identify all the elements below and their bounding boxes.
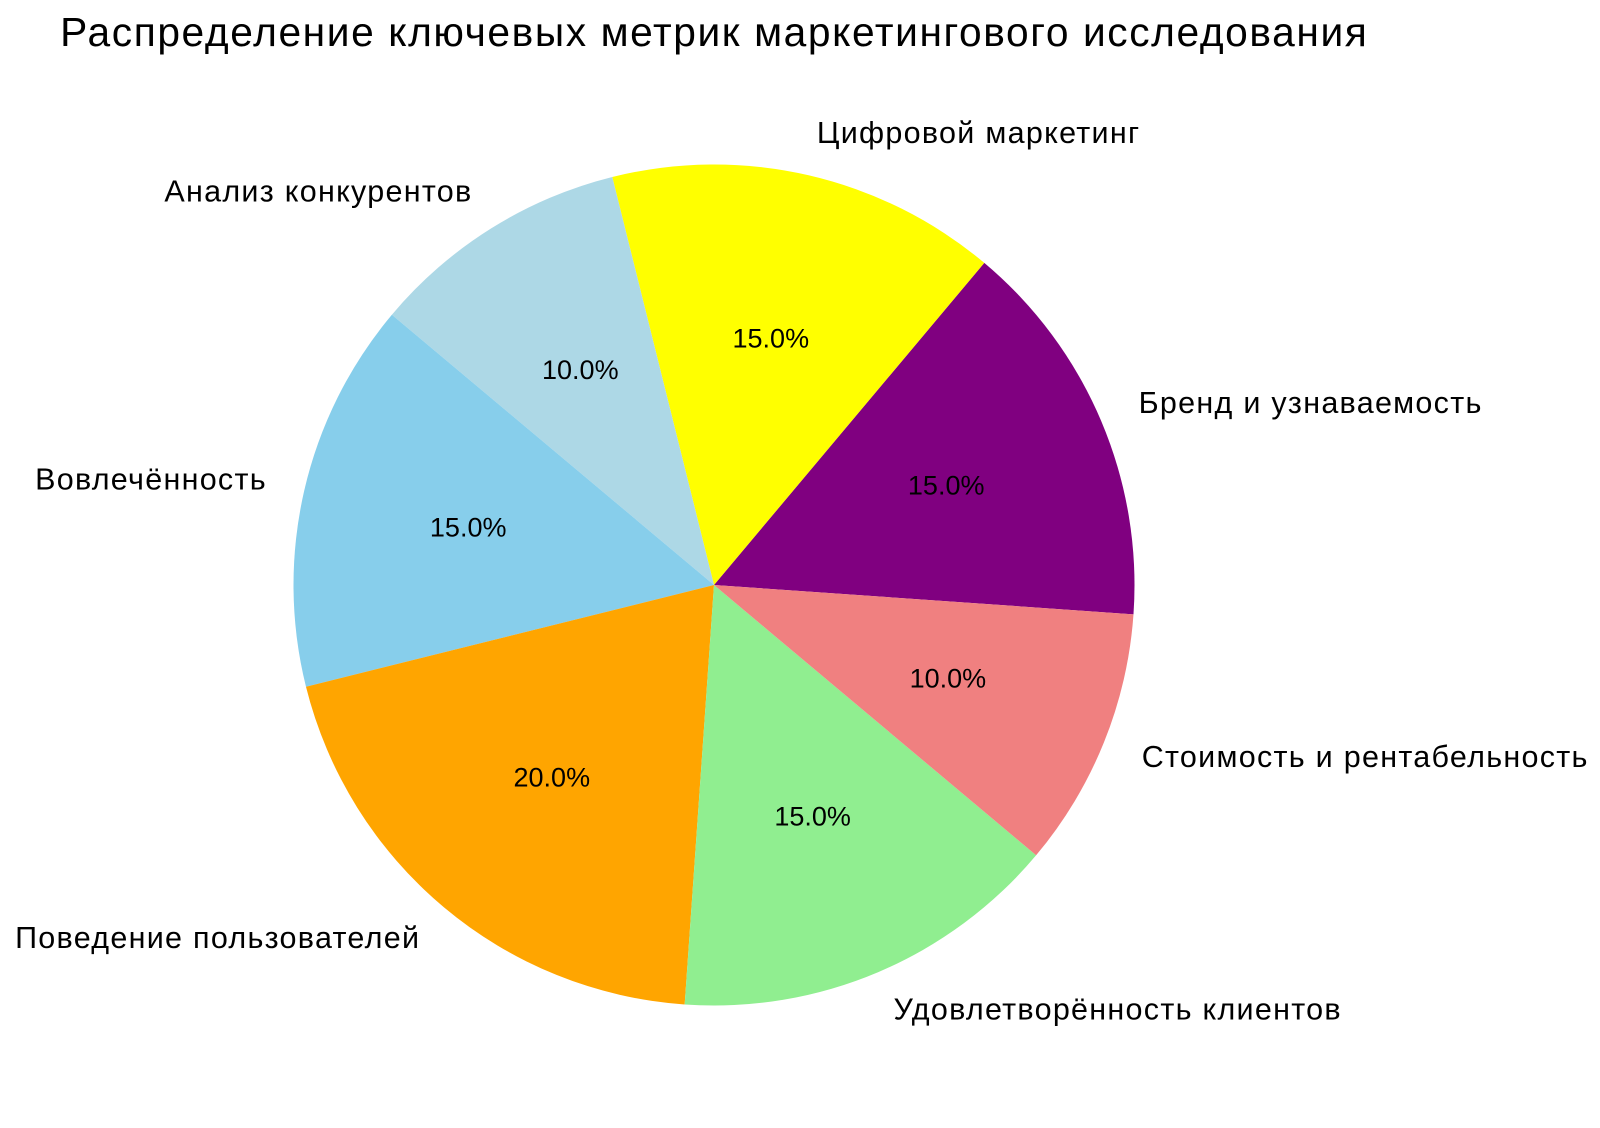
svg-text:Бренд и узнаваемость: Бренд и узнаваемость (1139, 386, 1483, 420)
svg-text:20.0%: 20.0% (514, 762, 591, 792)
svg-text:Поведение пользователей: Поведение пользователей (15, 921, 420, 955)
svg-text:10.0%: 10.0% (910, 664, 987, 694)
svg-text:10.0%: 10.0% (542, 355, 619, 385)
svg-text:Удовлетворённость клиентов: Удовлетворённость клиентов (894, 992, 1342, 1026)
svg-text:15.0%: 15.0% (733, 323, 810, 353)
svg-text:15.0%: 15.0% (908, 471, 985, 501)
svg-text:15.0%: 15.0% (430, 512, 507, 542)
svg-text:Стоимость и рентабельность: Стоимость и рентабельность (1142, 740, 1589, 774)
svg-text:Вовлечённость: Вовлечённость (35, 463, 267, 497)
svg-text:Распределение ключевых метрик: Распределение ключевых метрик маркетинго… (60, 9, 1368, 55)
svg-text:15.0%: 15.0% (774, 801, 851, 831)
svg-text:Цифровой маркетинг: Цифровой маркетинг (817, 116, 1141, 150)
svg-text:Анализ конкурентов: Анализ конкурентов (164, 174, 472, 208)
